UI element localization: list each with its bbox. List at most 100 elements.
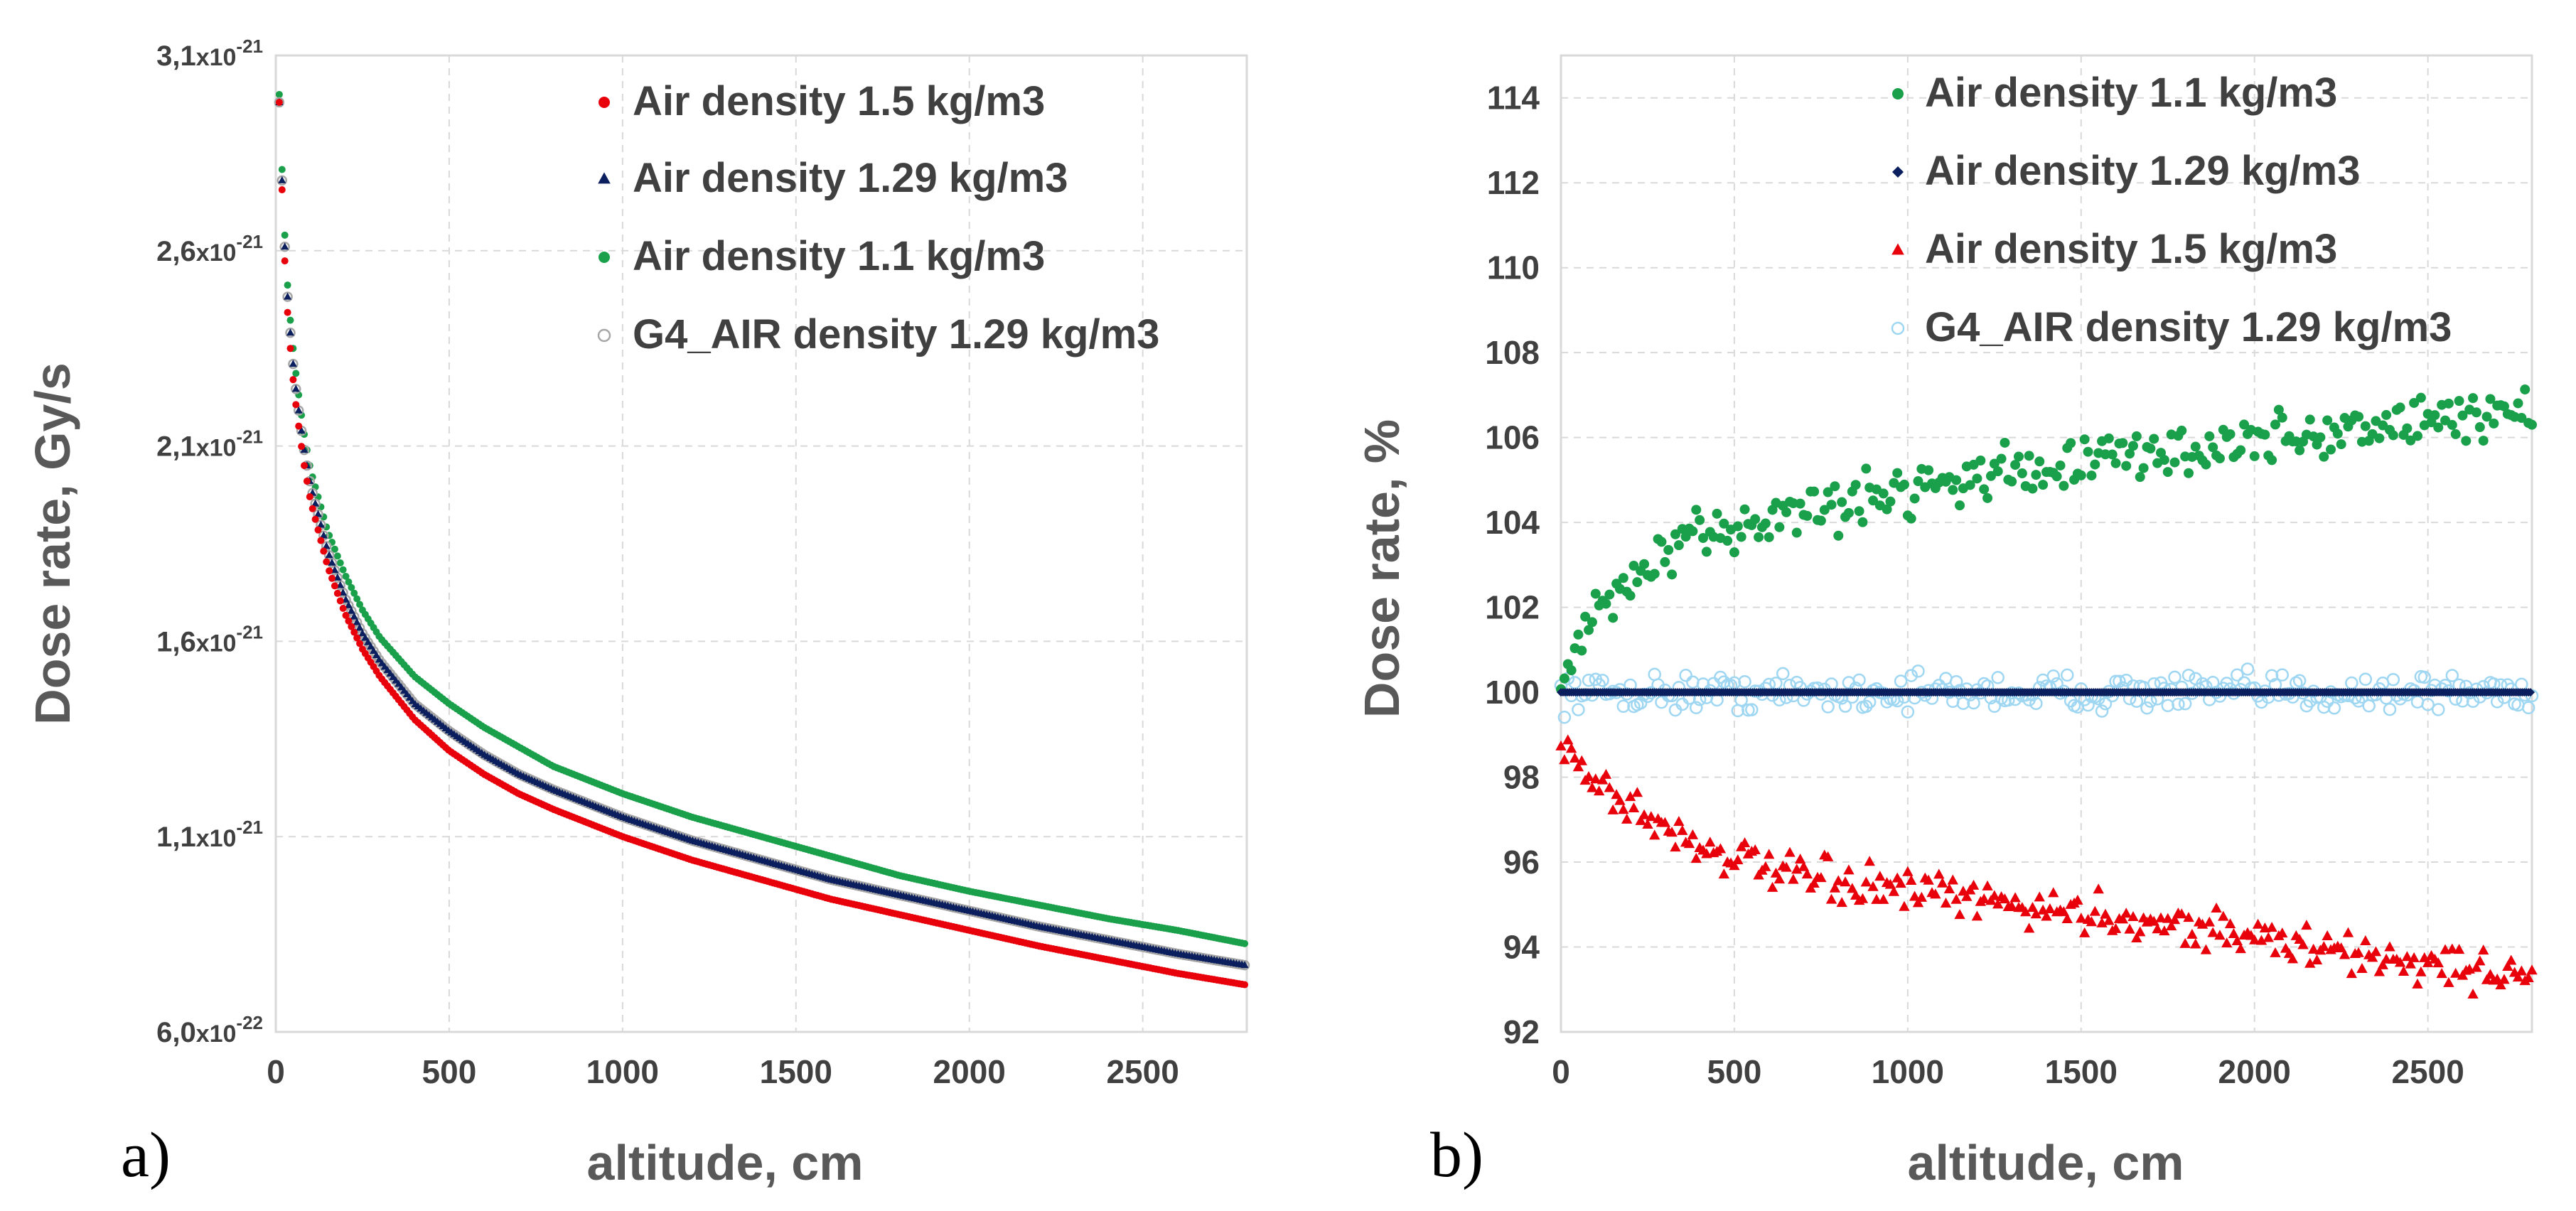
chart-b-xtick-label: 2000: [2218, 1053, 2291, 1090]
chart-b-point: [1679, 669, 1692, 682]
chart-a-point: [278, 176, 286, 183]
chart-b-point: [2360, 421, 2371, 431]
chart-b-point: [1618, 804, 1629, 814]
chart-b-point: [1618, 573, 1628, 583]
chart-b-point: [1874, 871, 1886, 881]
chart-b-point: [1705, 836, 1716, 847]
chart-b-point: [2373, 966, 2386, 976]
chart-a-points: [274, 90, 1250, 989]
chart-b-point: [2346, 968, 2358, 979]
chart-b-point: [1825, 893, 1837, 904]
chart-b-point: [1923, 465, 1934, 475]
chart-b-point: [1631, 787, 1643, 797]
chart-a-point: [326, 567, 333, 575]
chart-b-point: [2135, 926, 2146, 937]
chart-b-point: [2430, 410, 2440, 421]
chart-a-point: [286, 345, 294, 352]
chart-b-point: [2327, 701, 2341, 715]
chart-a-point: [339, 605, 347, 613]
chart-b-legend-marker: [1892, 166, 1904, 178]
chart-a-point: [301, 462, 308, 470]
chart-b-yticks: 92 94 96 98 100 102 104 106 108 110 112 114: [1485, 80, 1540, 1050]
chart-b-point: [1985, 470, 1996, 481]
chart-a-point: [353, 634, 361, 642]
chart-b-point: [2273, 404, 2284, 415]
chart-b-point: [1722, 535, 1733, 546]
chart-b-point: [2031, 470, 2041, 480]
chart-b-point: [2000, 437, 2010, 448]
chart-b-point: [1836, 897, 1847, 908]
chart-b-point: [2236, 445, 2246, 456]
chart-b-point: [1906, 513, 1916, 524]
chart-a-point: [303, 478, 311, 485]
chart-b-point: [1843, 507, 1854, 518]
chart-b-point: [2078, 927, 2091, 937]
chart-b-point: [2149, 434, 2159, 444]
chart-b-point: [2095, 704, 2109, 718]
chart-b-point: [1854, 506, 1864, 517]
chart-b-point: [2107, 449, 2118, 460]
chart-b-point: [2214, 930, 2226, 940]
chart-b-point: [2388, 430, 2398, 441]
chart-b-point: [1760, 861, 1771, 871]
chart-b-ytick-label: 100: [1485, 674, 1540, 711]
chart-b-series-2: [1555, 734, 2538, 999]
chart-b-point: [2145, 443, 2156, 454]
chart-b-point: [2218, 910, 2229, 921]
chart-b-point: [1857, 893, 1869, 903]
chart-b-point: [1867, 881, 1879, 891]
chart-b-point: [2027, 902, 2039, 913]
chart-b-point: [1583, 770, 1594, 781]
chart-b-point: [2277, 927, 2288, 938]
chart-b-point: [1819, 505, 1830, 515]
chart-a-legend-item: Air density 1.5 kg/m3: [599, 78, 1045, 124]
chart-b-point: [2277, 412, 2287, 423]
chart-b-point: [1646, 811, 1657, 822]
chart-b-point: [1593, 785, 1605, 796]
chart-b-point: [1736, 532, 1746, 542]
chart-b-point: [1933, 868, 1945, 879]
chart-b-point: [2013, 451, 2024, 462]
chart-a-point: [308, 505, 316, 512]
chart-b-point: [1559, 754, 1570, 765]
chart-b-point: [2297, 939, 2309, 949]
chart-a-point: [298, 411, 306, 419]
chart-a-point: [300, 446, 308, 453]
chart-a-point: [367, 642, 375, 650]
chart-b-point: [2499, 401, 2509, 411]
chart-b-ytick-label: 104: [1485, 504, 1540, 541]
chart-a-point: [339, 566, 347, 574]
chart-a-point: [344, 601, 353, 608]
chart-b-point: [2172, 697, 2185, 711]
chart-b-point: [1823, 487, 1833, 497]
chart-b-point: [2499, 974, 2510, 984]
chart-b-point: [2086, 470, 2097, 481]
chart-a-point: [333, 573, 342, 581]
chart-b-point: [2332, 429, 2343, 439]
chart-b-point: [2076, 470, 2086, 480]
chart-b-point: [1557, 710, 1572, 724]
chart-b-point: [1956, 696, 1970, 710]
chart-b-point: [1847, 883, 1858, 893]
chart-b-point: [1884, 878, 1896, 889]
chart-b-point: [1852, 673, 1866, 687]
chart-a-point: [1241, 940, 1249, 947]
chart-b-point: [1795, 498, 1805, 509]
chart-a-point: [331, 566, 339, 574]
chart-a-legend: Air density 1.5 kg/m3 Air density 1.29 kg…: [597, 78, 1159, 357]
chart-b-point: [1776, 667, 1790, 681]
chart-a-point: [355, 623, 364, 631]
chart-a-legend-marker: [598, 172, 611, 184]
chart-a-xtick-label: 2500: [1106, 1053, 1179, 1090]
chart-a-panel-label: a): [121, 1120, 171, 1190]
chart-a-point: [336, 597, 344, 605]
chart-b-point: [2370, 946, 2382, 957]
chart-a-point: [292, 401, 300, 409]
chart-b-point: [2140, 701, 2154, 715]
chart-b-point: [1625, 591, 1636, 601]
chart-b-point: [1663, 544, 1674, 555]
chart-b-point: [2478, 944, 2489, 955]
chart-b-point: [1596, 674, 1609, 687]
chart-b-point: [2457, 410, 2468, 421]
chart-b-point: [2098, 696, 2113, 711]
